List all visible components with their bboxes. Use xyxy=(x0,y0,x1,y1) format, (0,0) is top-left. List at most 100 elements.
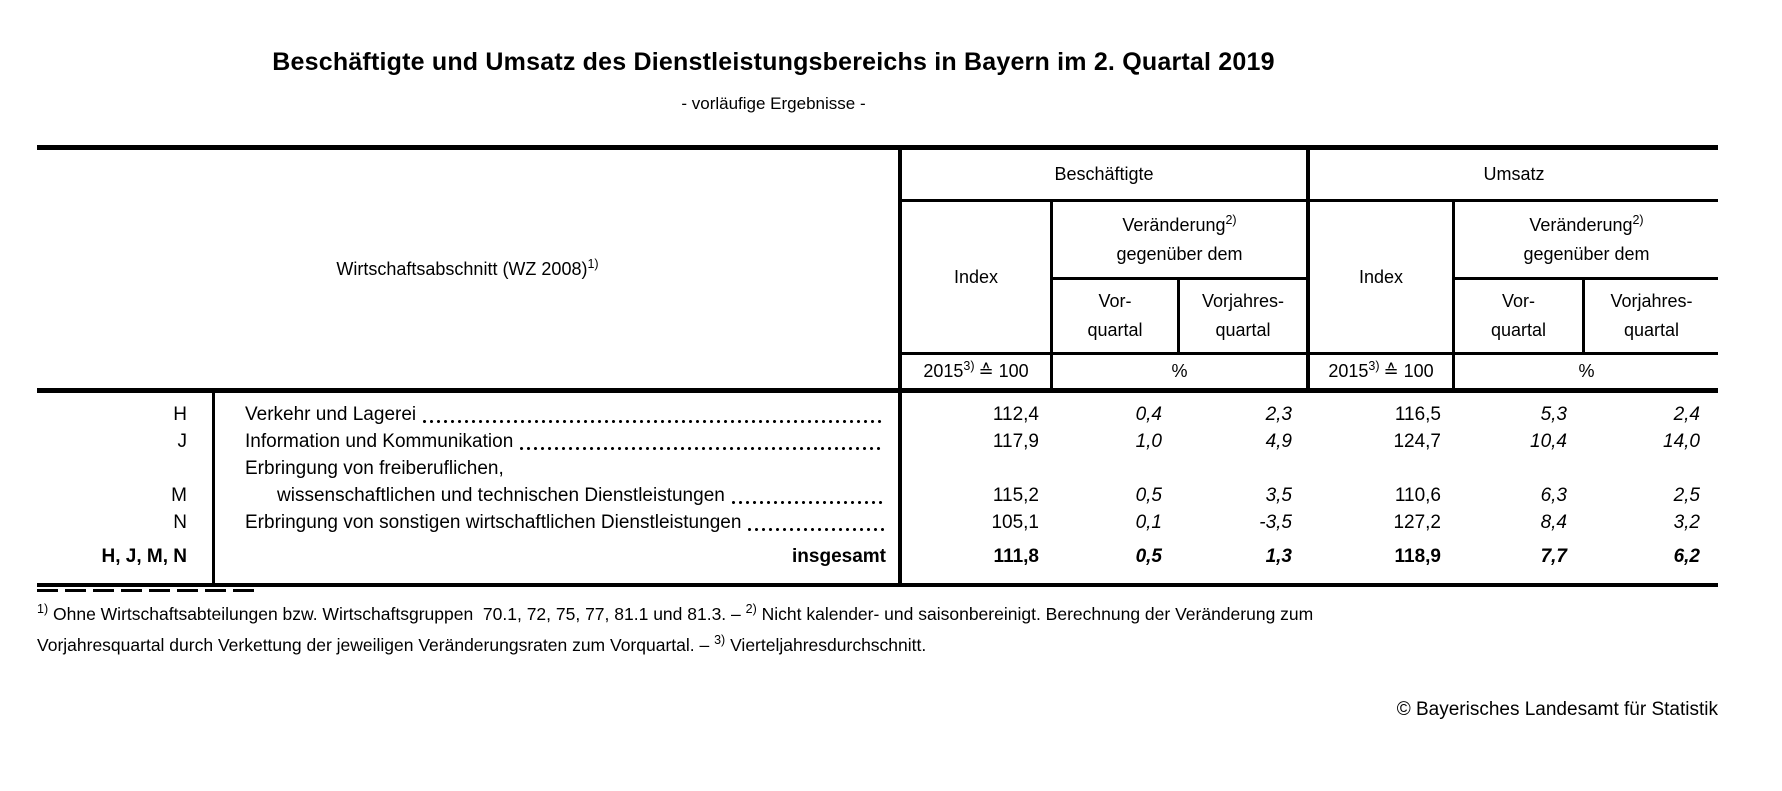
col-header-line: quartal xyxy=(1623,320,1680,340)
footnote-text: Ohne Wirtschaftsabteilungen bzw. Wirtsch… xyxy=(48,604,746,624)
section-label-text: wissenschaftlichen und technischen Diens… xyxy=(277,485,725,506)
footnote-text: Nicht kalender- und saisonbereinigt. Ber… xyxy=(756,604,1314,624)
value-cell-beschaeftigte-vorjahresquartal: 4,9 xyxy=(1265,431,1292,452)
section-label-cell: Erbringung von sonstigen wirtschaftliche… xyxy=(215,509,902,536)
value-cell-umsatz-vorjahresquartal: 6,2 xyxy=(1673,546,1700,567)
value-cell-umsatz-index: 118,9 xyxy=(1394,546,1442,567)
footnote-line: 1) Ohne Wirtschaftsabteilungen bzw. Wirt… xyxy=(37,599,1727,630)
section-code: J xyxy=(177,431,188,452)
value-cell-beschaeftigte-vorquartal: 0,4 xyxy=(1135,404,1162,425)
value-cell-beschaeftigte-vorquartal: 1,0 xyxy=(1135,431,1162,452)
footnotes: 1) Ohne Wirtschaftsabteilungen bzw. Wirt… xyxy=(37,599,1727,661)
stub-header-label: Wirtschaftsabschnitt (WZ 2008) xyxy=(336,258,588,279)
value-cell-umsatz-vorjahresquartal: 14,0 xyxy=(1663,431,1700,452)
group-label: Beschäftigte xyxy=(1054,164,1154,184)
table-row: H Verkehr und Lagerei 112,4 0,4 2,3 116,5 5,3 2… xyxy=(37,401,1718,428)
value-cell-beschaeftigte-index: 105,1 xyxy=(991,512,1039,533)
copyright-notice: © Bayerisches Landesamt für Statistik xyxy=(1396,699,1718,720)
footnote-line: Vorjahresquartal durch Verkettung der je… xyxy=(37,630,1727,661)
table-row: M Erbringung von freiberuflichen, wissensc… xyxy=(37,455,1718,509)
col-header-index-beschaeftigte: Index xyxy=(902,202,1053,352)
change-label-line2: gegenüber dem xyxy=(1523,243,1650,264)
group-header-beschaeftigte: Beschäftigte xyxy=(902,150,1310,202)
col-header-line: quartal xyxy=(1215,320,1271,340)
col-header-index-umsatz: Index xyxy=(1310,202,1455,352)
section-label-cell: Information und Kommunikation xyxy=(215,428,902,455)
section-label-line: wissenschaftlichen und technischen Diens… xyxy=(245,482,890,509)
col-header-vorquartal-beschaeftigte: Vor- quartal xyxy=(1053,280,1180,352)
column-divider-line xyxy=(898,393,902,583)
col-header-vorjahresquartal-beschaeftigte: Vorjahres- quartal xyxy=(1180,280,1310,352)
value-cell-umsatz-vorquartal: 5,3 xyxy=(1540,404,1567,425)
value-cell-beschaeftigte-vorquartal: 0,5 xyxy=(1135,546,1162,567)
value-cell-beschaeftigte-vorjahresquartal: 2,3 xyxy=(1265,404,1292,425)
section-label-cell: Verkehr und Lagerei xyxy=(215,401,902,428)
value-cell-beschaeftigte-index: 112,4 xyxy=(992,404,1039,425)
footnote-mark: 2) xyxy=(745,602,757,616)
section-code: H xyxy=(173,404,187,425)
section-label-cell: Erbringung von freiberuflichen, wissensch… xyxy=(215,455,902,509)
page-subtitle: - vorläufige Ergebnisse - xyxy=(681,94,866,113)
footnote-text: Vorjahresquartal durch Verkettung der je… xyxy=(37,635,715,655)
value-cell-umsatz-vorjahresquartal: 3,2 xyxy=(1673,512,1700,533)
table-body: H Verkehr und Lagerei 112,4 0,4 2,3 116,5 5,3 2… xyxy=(37,393,1718,587)
stub-header-cell: Wirtschaftsabschnitt (WZ 2008)1) xyxy=(37,150,902,388)
unit-cell-percent-umsatz: % xyxy=(1455,352,1718,388)
total-label: insgesamt xyxy=(792,546,886,567)
change-label: Veränderung xyxy=(1122,214,1226,235)
title-block: Beschäftigte und Umsatz des Dienstleistu… xyxy=(37,48,1510,114)
change-footnote-mark: 2) xyxy=(1225,212,1237,227)
group-header-umsatz: Umsatz xyxy=(1310,150,1718,202)
unit-cell-percent-beschaeftigte: % xyxy=(1053,352,1310,388)
section-code: M xyxy=(171,485,187,506)
value-cell-umsatz-index: 116,5 xyxy=(1394,404,1441,425)
section-label-text: Verkehr und Lagerei xyxy=(245,404,417,425)
col-header-line: quartal xyxy=(1087,320,1143,340)
unit-rest: ≙ 100 xyxy=(978,361,1029,381)
dot-leader xyxy=(423,420,884,423)
footnote-mark: 3) xyxy=(714,633,726,647)
statistics-table: Wirtschaftsabschnitt (WZ 2008)1) Beschäf… xyxy=(37,145,1718,587)
value-cell-beschaeftigte-vorjahresquartal: -3,5 xyxy=(1259,512,1292,533)
value-cell-umsatz-index: 124,7 xyxy=(1393,431,1441,452)
footnote-mark: 1) xyxy=(37,602,49,616)
table-row: N Erbringung von sonstigen wirtschaftlich… xyxy=(37,509,1718,536)
value-cell-umsatz-vorquartal: 8,4 xyxy=(1540,512,1567,533)
table-header: Wirtschaftsabschnitt (WZ 2008)1) Beschäf… xyxy=(37,145,1718,393)
unit-footnote-mark: 3) xyxy=(963,359,975,373)
section-label-text: Information und Kommunikation xyxy=(245,431,514,452)
section-code: H, J, M, N xyxy=(101,546,187,567)
col-header-line: quartal xyxy=(1490,320,1547,340)
dot-leader xyxy=(731,501,884,504)
value-cell-umsatz-vorquartal: 6,3 xyxy=(1540,485,1567,506)
column-divider-line xyxy=(212,393,215,583)
unit-footnote-mark: 3) xyxy=(1368,359,1380,373)
col-header-line: Vor- xyxy=(1098,291,1132,311)
col-header-label: Index xyxy=(1358,266,1404,287)
change-footnote-mark: 2) xyxy=(1632,212,1644,227)
value-cell-umsatz-index: 127,2 xyxy=(1393,512,1441,533)
footnote-text: Vierteljahresdurchschnitt. xyxy=(725,635,927,655)
value-cell-beschaeftigte-vorquartal: 0,5 xyxy=(1135,485,1162,506)
value-cell-beschaeftigte-vorjahresquartal: 1,3 xyxy=(1265,546,1292,567)
value-cell-beschaeftigte-index: 111,8 xyxy=(993,546,1039,567)
unit-base: 2015 xyxy=(1328,361,1369,381)
section-code: N xyxy=(173,512,187,533)
group-label: Umsatz xyxy=(1483,164,1545,184)
col-header-vorjahresquartal-umsatz: Vorjahres- quartal xyxy=(1585,280,1718,352)
table-row: J Information und Kommunikation 117,9 1,0 4,… xyxy=(37,428,1718,455)
value-cell-beschaeftigte-vorquartal: 0,1 xyxy=(1135,512,1162,533)
value-cell-umsatz-vorquartal: 10,4 xyxy=(1530,431,1567,452)
col-header-line: Vorjahres- xyxy=(1610,291,1693,311)
value-cell-beschaeftigte-vorjahresquartal: 3,5 xyxy=(1265,485,1292,506)
unit-cell-index-umsatz: 20153) ≙ 100 xyxy=(1310,352,1455,388)
value-cell-umsatz-index: 110,6 xyxy=(1394,485,1441,506)
dot-leader xyxy=(748,528,884,531)
col-header-change-umsatz: Veränderung2) gegenüber dem xyxy=(1455,202,1718,280)
section-label-line: Erbringung von freiberuflichen, xyxy=(245,455,890,482)
col-header-vorquartal-umsatz: Vor- quartal xyxy=(1455,280,1585,352)
value-cell-umsatz-vorquartal: 7,7 xyxy=(1540,546,1567,567)
footnote-separator-rule xyxy=(37,589,261,592)
col-header-label: Index xyxy=(953,266,999,287)
